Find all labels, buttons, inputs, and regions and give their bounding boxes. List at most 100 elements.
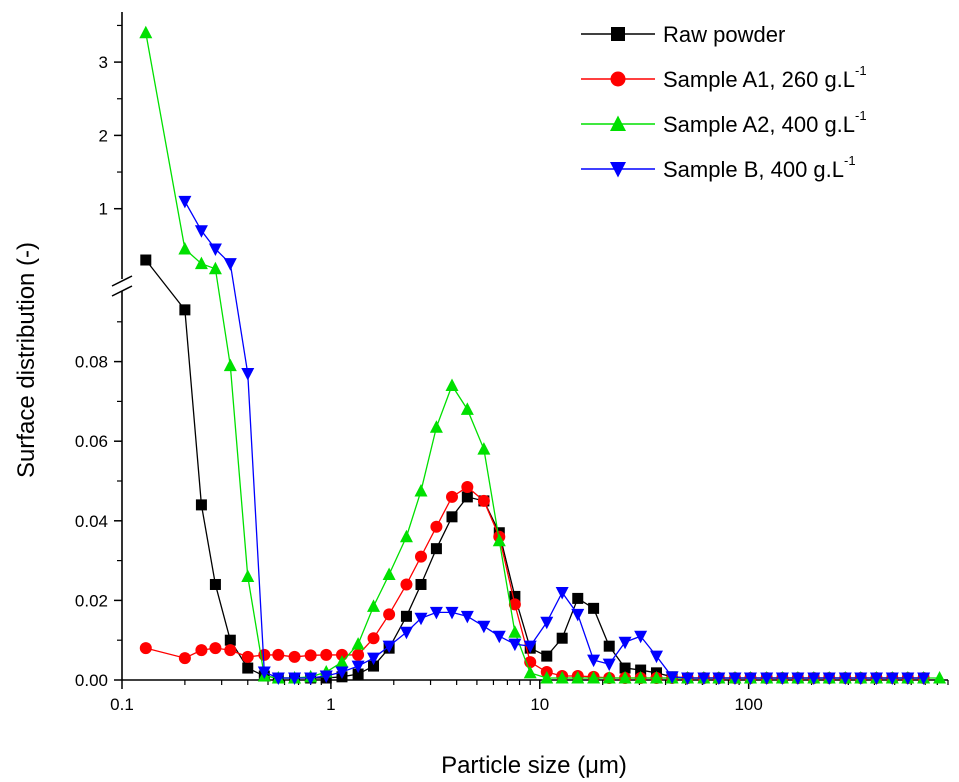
data-point [477, 442, 491, 455]
data-point [430, 520, 443, 533]
data-point [367, 599, 381, 612]
data-point [399, 626, 413, 640]
data-point [492, 630, 506, 644]
data-point [885, 672, 899, 686]
data-point [208, 243, 222, 257]
data-point [414, 612, 428, 626]
data-point [446, 490, 459, 503]
data-point [555, 671, 569, 684]
data-point [587, 654, 601, 668]
data-point [382, 640, 396, 654]
data-point [429, 420, 443, 433]
chart-legend: Raw powder Sample A1, 260 g.L-1 Sample A2,… [581, 22, 867, 182]
data-point [572, 592, 584, 604]
legend-label: Sample A1, 260 g.L-1 [663, 63, 867, 92]
data-point [304, 672, 318, 686]
data-point [272, 648, 285, 661]
data-point [320, 648, 333, 661]
data-point [224, 634, 236, 646]
data-point [697, 672, 711, 686]
data-point [195, 644, 208, 657]
data-point [509, 590, 521, 602]
data-point [760, 672, 774, 686]
data-point [917, 672, 931, 686]
legend-marker [611, 27, 625, 41]
data-point [665, 671, 679, 684]
legend-marker [610, 71, 626, 87]
x-axis-title: Particle size (μm) [441, 752, 627, 779]
data-point [139, 25, 153, 39]
data-point [477, 494, 490, 507]
data-point [400, 610, 412, 622]
data-point [587, 671, 601, 684]
y-tick-label: 0.00 [75, 671, 108, 690]
data-point [508, 598, 521, 611]
data-point [446, 511, 458, 523]
legend-label: Raw powder [663, 22, 785, 47]
y-tick-label: 0.08 [75, 353, 108, 372]
data-point [351, 637, 365, 650]
data-point [523, 665, 537, 679]
series-line [184, 201, 924, 679]
series-1 [140, 254, 930, 684]
data-point [178, 195, 192, 209]
data-point [807, 672, 821, 686]
legend-label-superscript: -1 [855, 63, 867, 78]
data-point [649, 671, 663, 684]
data-point [195, 499, 207, 511]
data-point [712, 672, 726, 686]
data-point [209, 578, 221, 590]
data-point [335, 655, 349, 668]
data-point [140, 254, 152, 266]
data-point [288, 672, 302, 686]
data-point [649, 650, 663, 664]
series-4 [178, 195, 931, 686]
x-tick-label: 0.1 [110, 695, 134, 714]
data-point [179, 304, 191, 316]
series-line [145, 259, 924, 679]
data-point [508, 625, 522, 638]
data-point [223, 258, 237, 271]
y-tick-label: 1 [99, 200, 108, 219]
data-point [241, 368, 255, 381]
legend-item: Sample B, 400 g.L-1 [581, 153, 856, 182]
legend-label: Sample A2, 400 g.L-1 [663, 108, 867, 137]
data-point [367, 652, 381, 666]
data-point [241, 650, 254, 663]
data-point [208, 261, 222, 275]
data-point [461, 480, 474, 493]
data-point [791, 672, 805, 686]
y-tick-label: 0.02 [75, 591, 108, 610]
chart-axes: 0.1 1 10 100 0.00 0.02 0.04 0.06 0.08 1 2 3 [75, 12, 949, 714]
data-point [352, 668, 364, 680]
data-point [445, 378, 459, 391]
data-point [556, 632, 568, 644]
data-point [399, 529, 413, 543]
data-point [194, 225, 208, 238]
legend-item: Sample A2, 400 g.L-1 [581, 108, 867, 137]
data-point [540, 616, 554, 630]
data-point [319, 670, 333, 684]
data-point [223, 358, 237, 372]
data-point [523, 640, 537, 654]
data-point [304, 649, 317, 662]
data-point [571, 671, 585, 684]
data-point [194, 256, 208, 270]
data-point [618, 671, 632, 684]
x-tick-label: 100 [734, 695, 762, 714]
y-tick-label: 0.06 [75, 432, 108, 451]
data-point [335, 666, 349, 680]
data-point [634, 630, 648, 644]
data-point [901, 672, 915, 686]
data-point [367, 632, 380, 645]
data-point [288, 650, 301, 663]
data-point [257, 666, 271, 680]
data-point [775, 672, 789, 686]
data-point [555, 586, 569, 600]
x-tick-label: 1 [326, 695, 335, 714]
data-point [139, 642, 152, 655]
data-point [414, 550, 427, 563]
data-point [477, 620, 491, 634]
data-point [603, 640, 615, 652]
